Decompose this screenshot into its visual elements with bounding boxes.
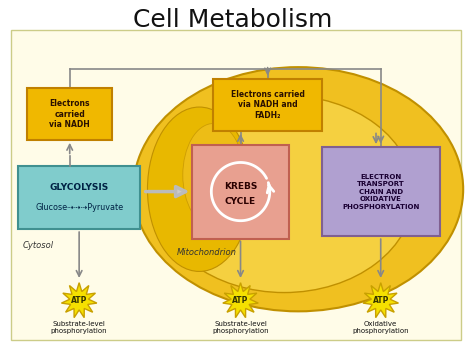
Text: ATP: ATP [373,296,389,305]
Text: ATP: ATP [71,296,87,305]
Text: Electrons carried
via NADH and
FADH₂: Electrons carried via NADH and FADH₂ [231,90,305,120]
FancyBboxPatch shape [192,144,289,239]
Text: Substrate-level
phosphorylation: Substrate-level phosphorylation [212,321,269,334]
Polygon shape [363,283,399,318]
Text: ELECTRON
TRANSPORT
CHAIN AND
OXIDATIVE
PHOSPHORYLATION: ELECTRON TRANSPORT CHAIN AND OXIDATIVE P… [342,174,419,209]
Ellipse shape [133,67,463,311]
Ellipse shape [155,95,414,293]
Text: KREBS: KREBS [224,182,257,191]
FancyBboxPatch shape [27,88,112,140]
Text: Cytosol: Cytosol [23,241,54,250]
FancyBboxPatch shape [213,79,322,131]
Ellipse shape [147,107,251,272]
FancyBboxPatch shape [322,147,439,236]
Text: Cell Metabolism: Cell Metabolism [133,8,332,32]
Text: ATP: ATP [232,296,249,305]
Text: Glucose⇢⇢⇢Pyruvate: Glucose⇢⇢⇢Pyruvate [35,203,123,212]
Text: Substrate-level
phosphorylation: Substrate-level phosphorylation [51,321,108,334]
Polygon shape [62,283,97,318]
Ellipse shape [183,124,244,227]
Text: Electrons
carried
via NADH: Electrons carried via NADH [49,99,90,129]
Text: Mitochondrion: Mitochondrion [176,248,237,257]
Text: GLYCOLYSIS: GLYCOLYSIS [49,182,109,192]
Text: CYCLE: CYCLE [225,197,256,206]
FancyBboxPatch shape [11,29,461,339]
Polygon shape [223,283,258,318]
FancyBboxPatch shape [18,166,140,229]
Text: Oxidative
phosphorylation: Oxidative phosphorylation [352,321,409,334]
